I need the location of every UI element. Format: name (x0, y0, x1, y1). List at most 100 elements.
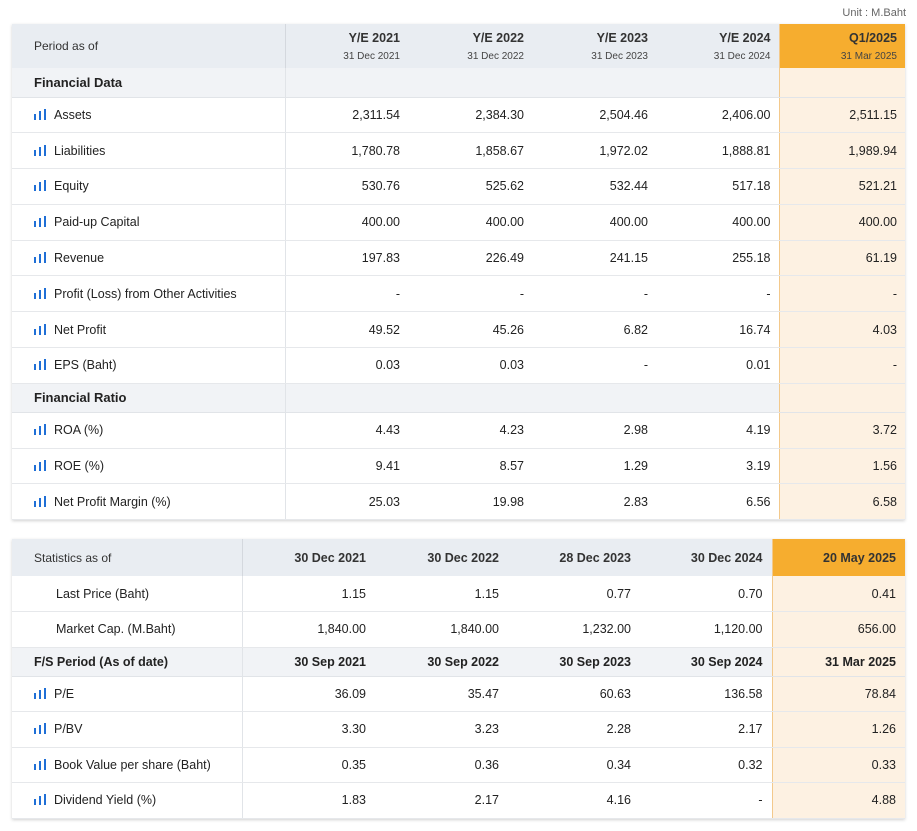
section-row: Financial Data (12, 68, 905, 98)
table-row: ROE (%) 9.41 8.57 1.29 3.19 1.56 (12, 448, 905, 485)
row-label-text: Net Profit (54, 322, 107, 337)
row-label-text: ROA (%) (54, 423, 104, 438)
bar-chart-icon[interactable] (34, 687, 46, 699)
statistics-label: Statistics as of (12, 539, 243, 576)
table-cell: 517.18 (656, 168, 779, 205)
bar-chart-icon[interactable] (34, 144, 46, 156)
row-label: Dividend Yield (%) (12, 782, 243, 819)
bar-chart-icon[interactable] (34, 495, 46, 507)
table-row: P/E 36.09 35.47 60.63 136.58 78.84 (12, 676, 905, 712)
table-cell: 2,406.00 (656, 97, 779, 134)
bar-chart-icon[interactable] (34, 460, 46, 472)
row-label-text: P/BV (54, 722, 83, 737)
table-cell: 4.23 (408, 412, 532, 449)
table-row: ROA (%) 4.43 4.23 2.98 4.19 3.72 (12, 412, 905, 449)
table-cell: 3.19 (656, 448, 779, 485)
table-cell: 1,840.00 (375, 611, 508, 648)
period-date: 31 Dec 2022 (467, 50, 524, 62)
table-cell: 61.19 (778, 240, 905, 277)
section-filler (778, 383, 905, 413)
statistics-table: Statistics as of 30 Dec 2021 30 Dec 2022… (12, 539, 905, 819)
row-label-text: Dividend Yield (%) (54, 793, 157, 808)
table-cell: 0.77 (508, 576, 640, 612)
table-cell: 1,888.81 (656, 132, 779, 170)
fs-period-date: 30 Sep 2022 (375, 647, 508, 677)
table-cell: 2.98 (532, 412, 656, 449)
row-label: P/E (12, 676, 243, 712)
row-label-text: Equity (54, 179, 89, 194)
bar-chart-icon[interactable] (34, 758, 46, 770)
table-cell: 0.41 (771, 576, 905, 612)
bar-chart-icon[interactable] (34, 287, 46, 299)
row-label: Profit (Loss) from Other Activities (12, 275, 286, 313)
table-cell: - (640, 782, 772, 819)
table-cell: 0.35 (242, 747, 375, 783)
statistics-header-row: Statistics as of 30 Dec 2021 30 Dec 2022… (12, 539, 905, 576)
bar-chart-icon[interactable] (34, 323, 46, 335)
table-row: Net Profit 49.52 45.26 6.82 16.74 4.03 (12, 311, 905, 349)
table-cell: 1,232.00 (508, 611, 640, 648)
table-cell: 136.58 (640, 676, 772, 712)
table-cell: 1,840.00 (242, 611, 375, 648)
table-cell: 1.56 (778, 448, 905, 485)
row-label: Equity (12, 168, 286, 205)
table-row: Last Price (Baht) 1.15 1.15 0.77 0.70 0.41 (12, 576, 905, 612)
bar-chart-icon[interactable] (34, 424, 46, 436)
table-cell: - (285, 275, 408, 313)
table-row: Net Profit Margin (%) 25.03 19.98 2.83 6.56 6… (12, 483, 905, 521)
bar-chart-icon[interactable] (34, 794, 46, 806)
period-date: 31 Dec 2024 (713, 50, 771, 62)
fs-period-date: 30 Sep 2023 (508, 647, 640, 677)
table-cell: 6.58 (778, 483, 905, 521)
bar-chart-icon[interactable] (34, 723, 46, 735)
period-year: Q1/2025 (849, 30, 897, 45)
table-row: Paid-up Capital 400.00 400.00 400.00 400.00 4… (12, 204, 905, 241)
table-cell: 2.28 (508, 711, 640, 748)
table-row: Assets 2,311.54 2,384.30 2,504.46 2,406.00 2,… (12, 97, 905, 134)
row-label: Revenue (12, 240, 286, 277)
fs-period-date: 30 Sep 2024 (640, 647, 772, 677)
table-cell: 6.56 (656, 483, 779, 521)
table-row: EPS (Baht) 0.03 0.03-0.01- (12, 347, 905, 384)
table-cell: 1.15 (242, 576, 375, 612)
table-row: Market Cap. (M.Baht) 1,840.00 1,840.00 1,23… (12, 611, 905, 648)
table-cell: 1,972.02 (532, 132, 656, 170)
table-cell: 0.03 (285, 347, 408, 384)
period-header: Y/E 2024 31 Dec 2024 (656, 24, 779, 68)
row-label: Assets (12, 97, 286, 134)
table-cell: 9.41 (285, 448, 408, 485)
table-cell: - (656, 275, 779, 313)
statistics-date: 28 Dec 2023 (508, 539, 640, 576)
table-cell: 3.72 (778, 412, 905, 449)
table-cell: 35.47 (375, 676, 508, 712)
fs-period-row: F/S Period (As of date) 30 Sep 2021 30 Sep… (12, 647, 905, 677)
table-cell: 2.17 (375, 782, 508, 819)
table-cell: 25.03 (285, 483, 408, 521)
period-header: Y/E 2021 31 Dec 2021 (285, 24, 408, 68)
bar-chart-icon[interactable] (34, 108, 46, 120)
table-cell: 0.34 (508, 747, 640, 783)
table-cell: 255.18 (656, 240, 779, 277)
table-cell: 36.09 (242, 676, 375, 712)
row-label-text: ROE (%) (54, 459, 104, 474)
table-cell: 1.15 (375, 576, 508, 612)
row-label: EPS (Baht) (12, 347, 286, 384)
statistics-date: 30 Dec 2022 (375, 539, 508, 576)
row-label-text: Book Value per share (Baht) (54, 757, 211, 772)
row-label: Paid-up Capital (12, 204, 286, 241)
bar-chart-icon[interactable] (34, 180, 46, 192)
table-cell: 656.00 (771, 611, 905, 648)
bar-chart-icon[interactable] (34, 359, 46, 371)
row-label-text: Liabilities (54, 143, 106, 158)
unit-label: Unit : M.Baht (842, 7, 906, 19)
period-date: 31 Dec 2021 (343, 50, 400, 62)
bar-chart-icon[interactable] (34, 252, 46, 264)
row-label-text: Net Profit Margin (%) (54, 494, 171, 509)
table-cell: 2,384.30 (408, 97, 532, 134)
row-label: ROA (%) (12, 412, 286, 449)
period-date: 31 Dec 2023 (591, 50, 648, 62)
table-cell: 1,989.94 (778, 132, 905, 170)
table-cell: 400.00 (532, 204, 656, 241)
table-cell: 2,504.46 (532, 97, 656, 134)
bar-chart-icon[interactable] (34, 216, 46, 228)
